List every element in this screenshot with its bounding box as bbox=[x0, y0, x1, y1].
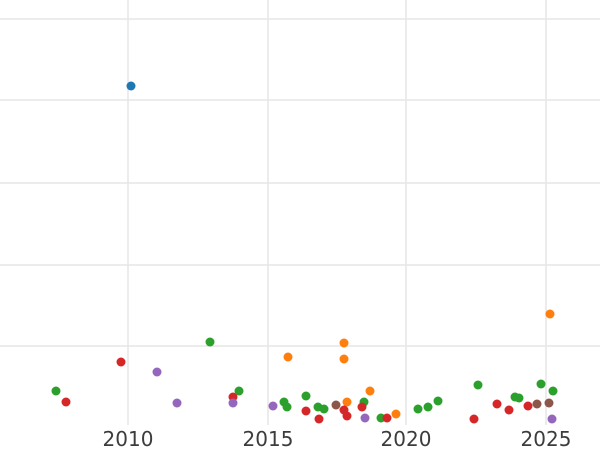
data-point-green bbox=[319, 404, 329, 414]
data-point-blue bbox=[126, 81, 136, 91]
data-point-green bbox=[301, 391, 311, 401]
data-point-green bbox=[205, 337, 215, 347]
data-point-purple bbox=[360, 413, 370, 423]
data-point-orange bbox=[342, 397, 352, 407]
data-point-red bbox=[523, 401, 533, 411]
data-point-red bbox=[342, 411, 352, 421]
data-point-red bbox=[314, 414, 324, 424]
data-point-green bbox=[51, 386, 61, 396]
data-point-red bbox=[301, 406, 311, 416]
data-point-green bbox=[433, 396, 443, 406]
data-point-orange bbox=[283, 352, 293, 362]
x-axis-tick-labels: 2010 2015 2020 2025 bbox=[103, 427, 572, 450]
x-tick-label: 2010 bbox=[103, 427, 154, 450]
data-point-orange bbox=[545, 309, 555, 319]
data-point-green bbox=[423, 402, 433, 412]
data-point-purple bbox=[547, 414, 557, 424]
data-point-green bbox=[536, 379, 546, 389]
data-point-red bbox=[469, 414, 479, 424]
data-point-brown bbox=[532, 399, 542, 409]
x-tick-label: 2015 bbox=[243, 427, 294, 450]
data-point-orange bbox=[339, 354, 349, 364]
data-point-green bbox=[234, 386, 244, 396]
data-point-purple bbox=[228, 398, 238, 408]
data-point-red bbox=[492, 399, 502, 409]
x-tick-label: 2020 bbox=[381, 427, 432, 450]
gridlines-layer bbox=[0, 0, 600, 425]
data-point-orange bbox=[391, 409, 401, 419]
x-tick-label: 2025 bbox=[521, 427, 572, 450]
data-point-purple bbox=[152, 367, 162, 377]
data-point-red bbox=[357, 402, 367, 412]
data-point-brown bbox=[544, 398, 554, 408]
data-point-orange bbox=[365, 386, 375, 396]
data-point-green bbox=[473, 380, 483, 390]
data-point-brown bbox=[331, 400, 341, 410]
data-point-red bbox=[116, 357, 126, 367]
data-point-green bbox=[548, 386, 558, 396]
data-point-green bbox=[514, 393, 524, 403]
data-point-green bbox=[413, 404, 423, 414]
data-point-red bbox=[382, 413, 392, 423]
data-point-purple bbox=[172, 398, 182, 408]
data-point-red bbox=[61, 397, 71, 407]
data-point-red bbox=[504, 405, 514, 415]
data-point-purple bbox=[268, 401, 278, 411]
data-point-green bbox=[282, 402, 292, 412]
data-points-layer bbox=[51, 81, 558, 424]
data-point-orange bbox=[339, 338, 349, 348]
